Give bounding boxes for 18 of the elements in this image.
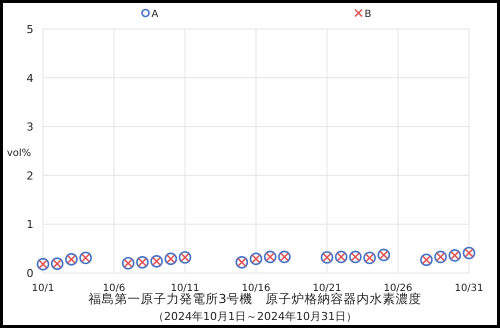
y-tick-label: 1 — [26, 218, 34, 232]
x-tick-label: 10/21 — [312, 283, 342, 294]
y-tick-label: 5 — [26, 23, 34, 36]
y-tick-label: 4 — [26, 72, 34, 85]
x-tick-label: 10/26 — [384, 283, 412, 294]
y-tick-label: 0 — [26, 267, 34, 280]
y-tick-label: 2 — [26, 169, 34, 182]
legend-label: B — [364, 9, 372, 20]
text: （2024年10月1日～2024年10月31日） — [153, 310, 357, 323]
x-tick-label: 10/16 — [242, 283, 270, 294]
x-tick-label: 10/11 — [170, 283, 200, 294]
legend-label: A — [152, 9, 158, 20]
y-tick-label: 3 — [26, 120, 34, 134]
x-tick-label: 10/31 — [454, 283, 484, 294]
x-tick-label: 10/1 — [32, 283, 54, 294]
y-axis-title: vol% — [6, 148, 32, 159]
x-tick-label: 10/6 — [102, 283, 126, 294]
text: 福島第一原子力発電所3号機 原子炉格納容器内水素濃度 — [88, 291, 422, 306]
